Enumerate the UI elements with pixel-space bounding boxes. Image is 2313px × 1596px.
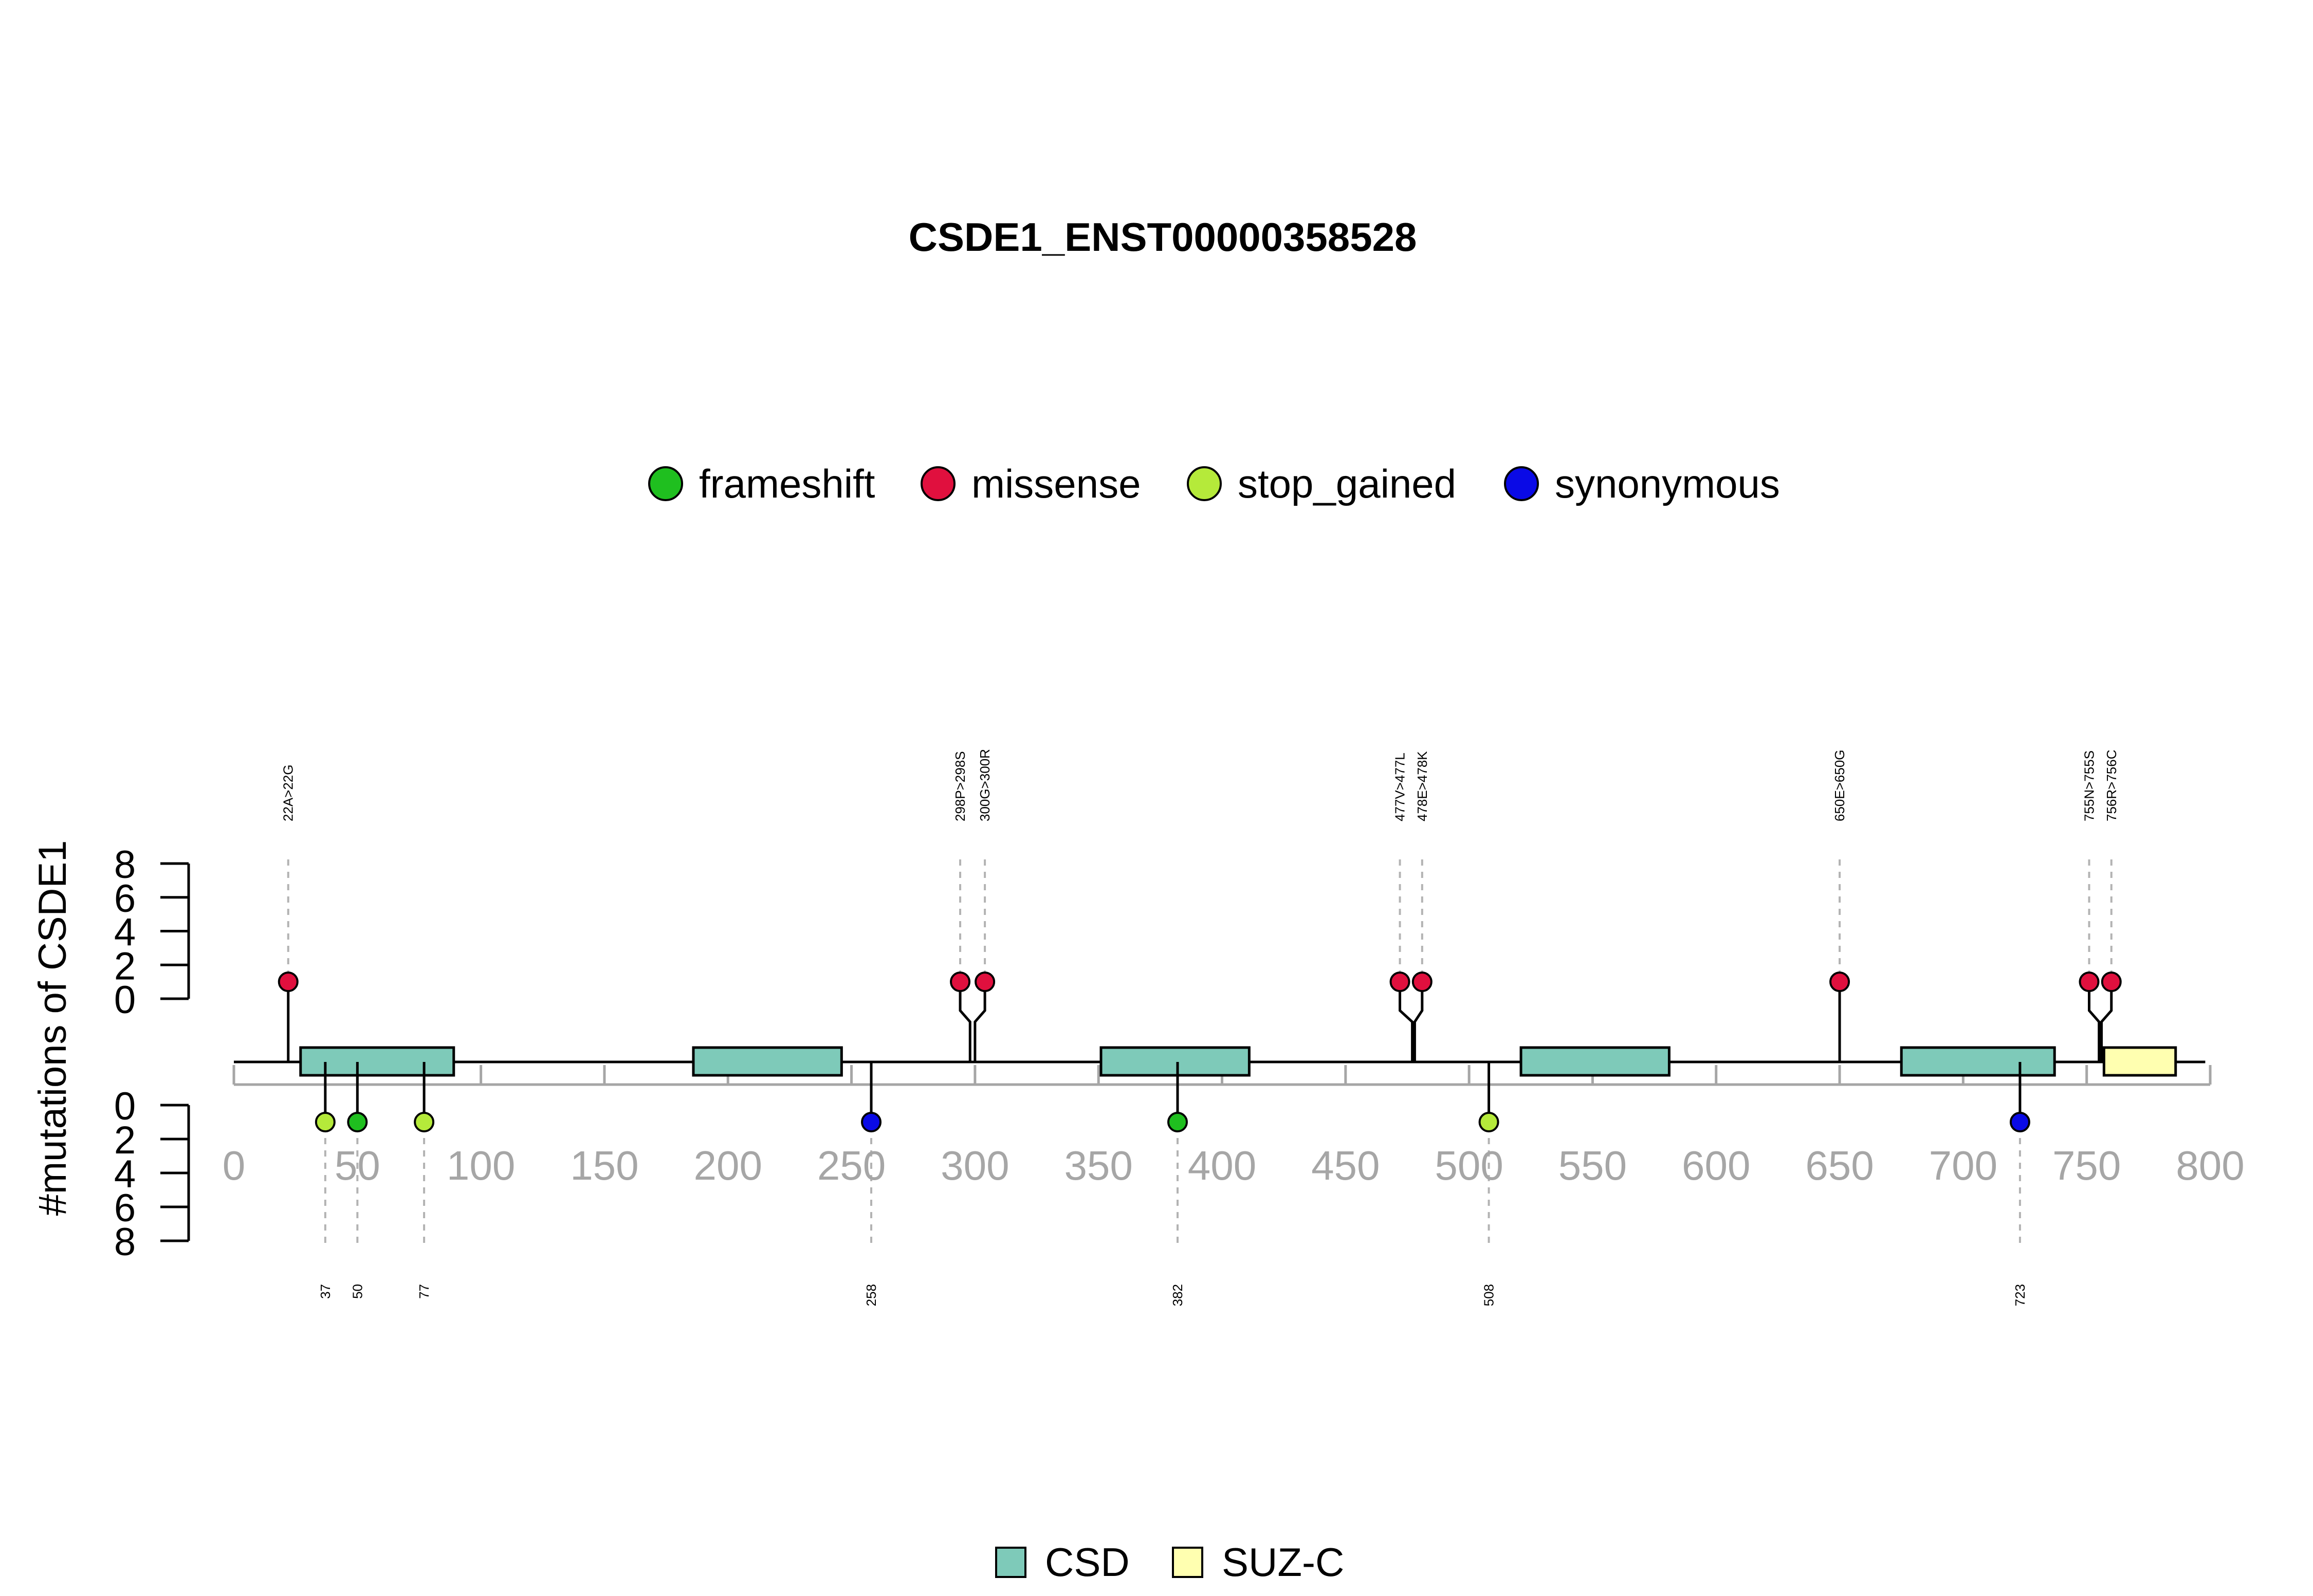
top-mutation-label: 650E>650G: [1832, 749, 1847, 821]
top-lollipop-head: [2079, 971, 2100, 993]
top-lollipop-stem: [1399, 982, 1414, 1062]
top-mutation-label: 478E>478K: [1415, 751, 1430, 821]
top-lollipop-head: [2101, 971, 2122, 993]
domain-legend: CSD SUZ-C: [995, 1539, 1344, 1585]
top-mutation-label: 300G>300R: [977, 749, 993, 821]
x-tick-label: 250: [817, 1143, 886, 1188]
top-lollipop-stem: [2087, 982, 2101, 1062]
bottom-y-tick-label: 6: [114, 1186, 136, 1230]
top-lollipop-stem: [959, 982, 971, 1062]
legend-marker-stop_gained: [1187, 466, 1222, 501]
y-axis-label: #mutations of CSDE1: [31, 840, 75, 1216]
legend-label-missense: missense: [971, 461, 1141, 506]
top-mutation-label: 756R>756C: [2104, 750, 2119, 822]
domain-CSD: [299, 1046, 455, 1077]
top-lollipop-stem: [2100, 982, 2113, 1062]
top-y-tick-label: 6: [114, 877, 136, 921]
top-mutation-label: 298P>298S: [952, 751, 968, 821]
domain-CSD: [1519, 1046, 1670, 1077]
x-tick-label: 600: [1682, 1143, 1750, 1188]
x-tick-label: 500: [1435, 1143, 1503, 1188]
bottom-lollipop-head: [347, 1112, 368, 1132]
bottom-lollipop-head: [2009, 1112, 2030, 1132]
bottom-y-tick-label: 2: [114, 1118, 136, 1162]
legend-swatch-CSD: [995, 1547, 1026, 1578]
top-lollipop-head: [1389, 971, 1410, 993]
x-tick-label: 700: [1929, 1143, 1997, 1188]
x-tick-label: 450: [1311, 1143, 1380, 1188]
x-tick-label: 150: [570, 1143, 638, 1188]
guide-lines: [287, 859, 2113, 1248]
bottom-mutation-label: 723: [2012, 1284, 2028, 1306]
chart-title: CSDE1_ENST00000358528: [909, 214, 1417, 260]
legend-label-frameshift: frameshift: [699, 461, 875, 506]
protein-domains: [299, 1046, 2177, 1077]
domain-CSD: [1900, 1046, 2056, 1077]
x-tick-label: 750: [2052, 1143, 2121, 1188]
bottom-y-tick-label: 8: [114, 1220, 136, 1264]
legend-marker-frameshift: [648, 466, 683, 501]
top-mutation-label: 477V>477L: [1392, 753, 1408, 821]
axes: 0 50 100 150 200 250 300 350 400 450 500 550 600 650 7…: [114, 843, 2245, 1264]
domain-CSD: [692, 1046, 843, 1077]
x-tick-label: 0: [223, 1143, 246, 1188]
top-lollipop-head: [1411, 971, 1433, 993]
legend-label-stop_gained: stop_gained: [1238, 461, 1456, 506]
x-tick-label: 100: [447, 1143, 515, 1188]
x-tick-label: 650: [1805, 1143, 1874, 1188]
top-y-tick-label: 2: [114, 944, 136, 988]
bottom-y-tick-label: 0: [114, 1085, 136, 1128]
top-lollipop-head: [1829, 971, 1850, 993]
bottom-mutation-label: 77: [416, 1284, 432, 1299]
bottom-mutation-label: 50: [350, 1284, 365, 1299]
x-tick-label: 400: [1188, 1143, 1256, 1188]
x-tick-label: 50: [335, 1143, 380, 1188]
top-lollipop-stem: [974, 982, 986, 1062]
legend-label-synonymous: synonymous: [1555, 461, 1780, 506]
mutation-lollipops: [278, 971, 2122, 1132]
top-y-tick-label: 0: [114, 978, 136, 1022]
top-mutation-label: 22A>22G: [281, 764, 296, 821]
x-tick-label: 800: [2176, 1143, 2244, 1188]
legend-marker-missense: [921, 466, 956, 501]
top-lollipop-stem: [1413, 982, 1424, 1062]
bottom-lollipop-head: [1167, 1112, 1188, 1132]
bottom-mutation-label: 37: [318, 1284, 333, 1299]
x-tick-label: 350: [1064, 1143, 1132, 1188]
top-y-tick-label: 8: [114, 843, 136, 887]
bottom-mutation-label: 258: [864, 1284, 879, 1306]
domain-CSD: [1099, 1046, 1251, 1077]
bottom-lollipop-head: [861, 1112, 882, 1132]
mutation-labels: 22A>22G 298P>298S 300G>300R 477V>477L 478E>4…: [281, 749, 2119, 1306]
bottom-lollipop-head: [315, 1112, 336, 1132]
legend-marker-synonymous: [1504, 466, 1539, 501]
bottom-lollipop-head: [414, 1112, 435, 1132]
top-lollipop-head: [975, 971, 996, 993]
x-tick-label: 550: [1558, 1143, 1627, 1188]
top-mutation-label: 755N>755S: [2081, 750, 2097, 821]
bottom-mutation-label: 382: [1170, 1284, 1185, 1306]
bottom-y-tick-label: 4: [114, 1152, 136, 1196]
top-lollipop-head: [278, 971, 299, 993]
top-y-tick-label: 4: [114, 911, 136, 955]
domain-SUZ-C: [2102, 1046, 2177, 1077]
bottom-mutation-label: 508: [1481, 1284, 1497, 1306]
bottom-lollipop-head: [1478, 1112, 1499, 1132]
legend-label-SUZ-C: SUZ-C: [1222, 1539, 1344, 1585]
x-tick-label: 300: [941, 1143, 1009, 1188]
legend-label-CSD: CSD: [1045, 1539, 1130, 1585]
legend-swatch-SUZ-C: [1172, 1547, 1203, 1578]
x-tick-label: 200: [694, 1143, 762, 1188]
top-lollipop-head: [950, 971, 971, 993]
mutation-type-legend: frameshift missense stop_gained synonymous: [648, 461, 1780, 506]
